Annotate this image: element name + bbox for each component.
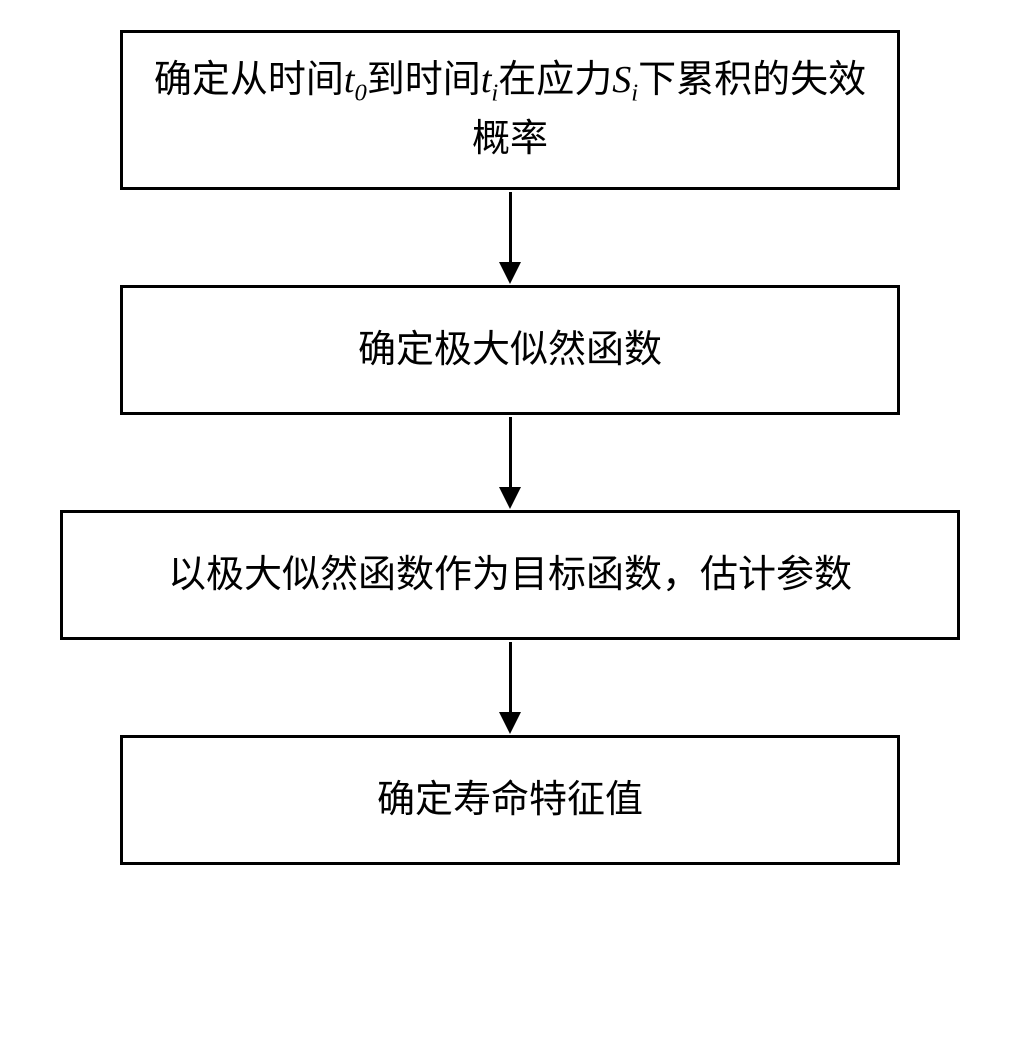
arrow-2 — [499, 415, 521, 510]
flowchart-step-1: 确定从时间t0到时间ti在应力Si下累积的失效概率 — [120, 30, 900, 190]
variable-ti: t — [481, 59, 492, 101]
arrow-line — [509, 642, 512, 712]
text-segment: 到时间 — [367, 59, 481, 101]
arrow-1 — [499, 190, 521, 285]
step-3-text: 以极大似然函数作为目标函数，估计参数 — [168, 547, 852, 604]
text-segment: 确定从时间 — [154, 59, 344, 101]
arrow-head — [499, 487, 521, 509]
flowchart-step-3: 以极大似然函数作为目标函数，估计参数 — [60, 510, 960, 640]
step-4-text: 确定寿命特征值 — [377, 772, 643, 829]
text-segment: 在应力 — [498, 59, 612, 101]
arrow-line — [509, 417, 512, 487]
step-1-text: 确定从时间t0到时间ti在应力Si下累积的失效概率 — [153, 52, 867, 169]
arrow-line — [509, 192, 512, 262]
arrow-head — [499, 262, 521, 284]
step-2-text: 确定极大似然函数 — [358, 322, 662, 379]
variable-si: S — [612, 59, 631, 101]
flowchart-step-2: 确定极大似然函数 — [120, 285, 900, 415]
arrow-3 — [499, 640, 521, 735]
flowchart-step-4: 确定寿命特征值 — [120, 735, 900, 865]
subscript-0: 0 — [354, 79, 366, 106]
variable-t0: t — [344, 59, 355, 101]
arrow-head — [499, 712, 521, 734]
flowchart-container: 确定从时间t0到时间ti在应力Si下累积的失效概率 确定极大似然函数 以极大似然… — [0, 0, 1020, 865]
